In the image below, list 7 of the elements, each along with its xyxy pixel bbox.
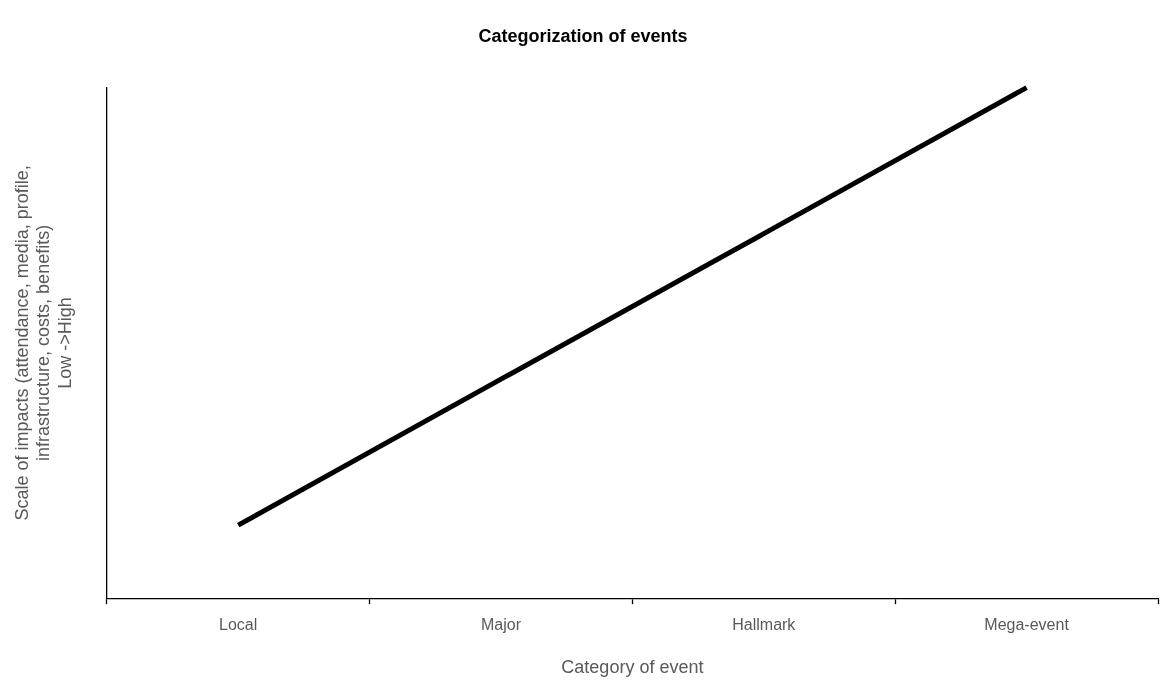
chart-title: Categorization of events	[478, 25, 688, 46]
x-axis-title: Category of event	[561, 657, 704, 678]
x-tick-label: Hallmark	[732, 616, 797, 634]
x-tick-label: Mega-event	[984, 616, 1070, 634]
x-tick-label: Major	[480, 616, 522, 634]
y-axis-title: Scale of impacts (attendance, media, profile, infrastructure, costs, benefits) Low ->High	[11, 165, 75, 521]
x-tick-label: Local	[219, 616, 258, 634]
